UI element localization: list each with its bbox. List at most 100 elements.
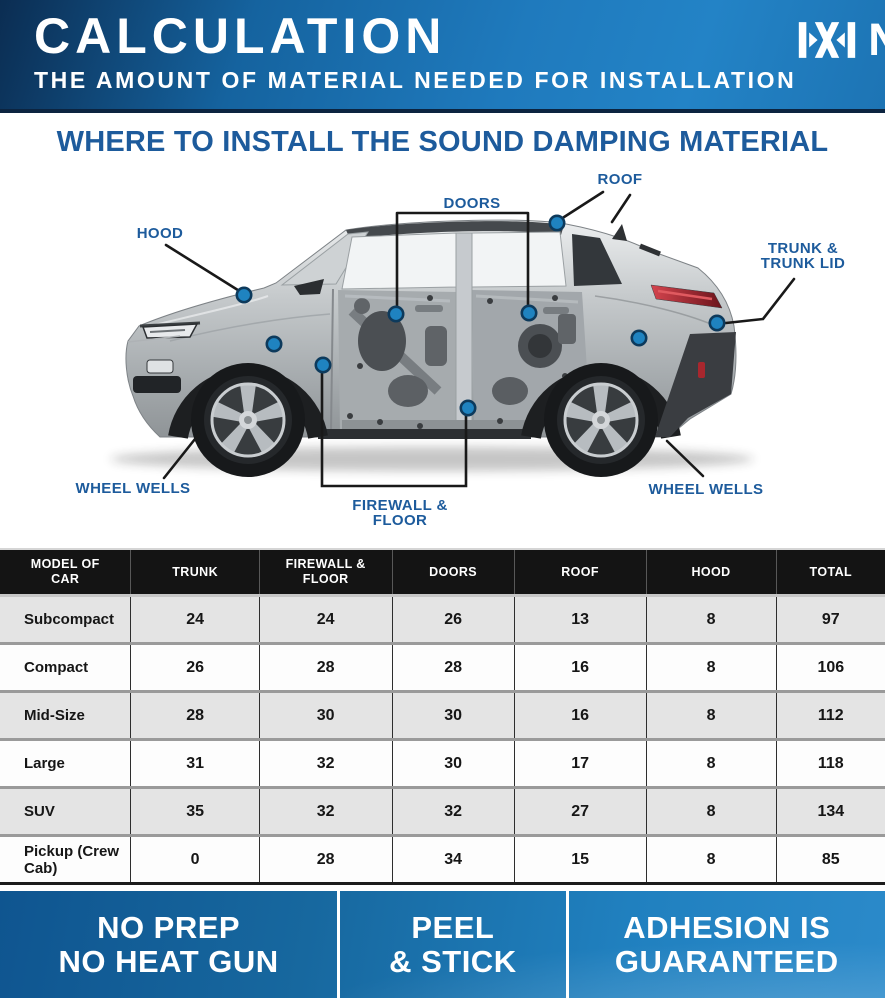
table-row: Subcompact 24 24 26 13 8 97 [0, 594, 885, 644]
marker-dots [235, 214, 726, 417]
cell-model: Subcompact [0, 594, 131, 644]
front-wheel [189, 361, 307, 479]
antenna-fin [612, 224, 627, 241]
cell-value: 8 [645, 594, 777, 644]
cell-value: 35 [130, 786, 260, 836]
cell-value: 8 [645, 738, 777, 788]
rocker-panel [318, 429, 531, 439]
spoiler-edge [639, 243, 661, 257]
col-header-model: MODEL OF CAR [0, 550, 131, 596]
marker-dot-rear-wheel-well [630, 329, 648, 347]
cell-value: 32 [258, 786, 393, 836]
cell-total: 112 [775, 690, 885, 740]
header-banner: CALCULATION THE AMOUNT OF MATERIAL NEEDE… [0, 0, 885, 113]
hood-highlight [149, 295, 269, 327]
cell-total: 97 [775, 594, 885, 644]
cell-value: 8 [645, 786, 777, 836]
col-header-firewall: FIREWALL & FLOOR [258, 550, 393, 596]
cell-value: 8 [645, 834, 777, 884]
wheel-wells-left-callout-line [162, 432, 201, 480]
cell-value: 13 [513, 594, 647, 644]
table-row: Large 31 32 30 17 8 118 [0, 738, 885, 788]
car-diagram: ROOF DOORS HOOD TRUNK & TRUNK LID WHEEL … [0, 163, 885, 548]
marker-dot-front-door [387, 305, 405, 323]
table-row: SUV 35 32 32 27 8 134 [0, 786, 885, 836]
cell-value: 30 [391, 690, 515, 740]
label-firewall-floor: FIREWALL & FLOOR [320, 498, 480, 528]
cell-value: 26 [130, 642, 260, 692]
cell-value: 24 [130, 594, 260, 644]
cell-value: 32 [391, 786, 515, 836]
marker-dot-front-fender [265, 335, 283, 353]
front-end-details [127, 321, 201, 393]
cell-model: Large [0, 738, 131, 788]
callout-lines [162, 190, 796, 488]
label-trunk: TRUNK & TRUNK LID [733, 241, 873, 271]
table-row: Mid-Size 28 30 30 16 8 112 [0, 690, 885, 740]
rear-wheel [542, 361, 660, 479]
col-header-total: TOTAL [775, 550, 885, 596]
cell-model: SUV [0, 786, 131, 836]
cell-value: 27 [513, 786, 647, 836]
badge-line: NO PREP [97, 909, 241, 945]
badge-line: GUARANTEED [614, 943, 839, 979]
label-trunk-line2: TRUNK LID [760, 255, 846, 272]
label-firewall-line2: FLOOR [372, 512, 428, 529]
badge-line: ADHESION IS [623, 909, 831, 945]
cell-model: Mid-Size [0, 690, 131, 740]
material-table-section: MODEL OF CAR TRUNK FIREWALL & FLOOR DOOR… [0, 548, 885, 886]
cell-value: 34 [391, 834, 515, 884]
trunk-callout-line [724, 277, 796, 325]
page-title: CALCULATION [34, 8, 447, 64]
cell-total: 118 [775, 738, 885, 788]
cell-value: 17 [513, 738, 647, 788]
front-door-handle [415, 305, 443, 312]
badge-line: PEEL [411, 909, 495, 945]
col-header-trunk: TRUNK [130, 550, 260, 596]
cell-total: 85 [775, 834, 885, 884]
firewall-floor-callout-bracket [320, 370, 468, 488]
page-subtitle: THE AMOUNT OF MATERIAL NEEDED FOR INSTAL… [34, 67, 797, 93]
footer-badges: NO PREP NO HEAT GUN PEEL & STICK ADHESIO… [0, 891, 885, 998]
cell-value: 28 [258, 642, 393, 692]
cell-value: 28 [258, 834, 393, 884]
rear-end-details [650, 284, 736, 437]
cell-model: Pickup (Crew Cab) [0, 834, 131, 884]
cell-total: 134 [775, 786, 885, 836]
wheel-wells-right-callout-line [665, 439, 705, 478]
door-structure-details [342, 294, 580, 430]
label-wheel-wells-left: WHEEL WELLS [75, 480, 191, 497]
brand-name: NVX [868, 17, 885, 62]
cell-model: Compact [0, 642, 131, 692]
cell-value: 0 [130, 834, 260, 884]
fender-cut-edge [330, 288, 334, 433]
badge-line: & STICK [389, 943, 517, 979]
badge-no-prep: NO PREP NO HEAT GUN [0, 891, 337, 998]
table-row: Compact 26 28 28 16 8 106 [0, 642, 885, 692]
section-title: WHERE TO INSTALL THE SOUND DAMPING MATER… [56, 126, 829, 158]
label-firewall-line1: FIREWALL & [352, 497, 448, 514]
cell-value: 15 [513, 834, 647, 884]
marker-dot-firewall [314, 356, 332, 374]
cell-value: 16 [513, 690, 647, 740]
marker-dot-trunk [708, 314, 726, 332]
label-wheel-wells-right: WHEEL WELLS [648, 481, 764, 498]
car-cutaway-illustration [110, 190, 796, 488]
label-roof: ROOF [597, 171, 643, 188]
col-header-doors: DOORS [391, 550, 515, 596]
label-trunk-line1: TRUNK & [767, 240, 839, 257]
hood-callout-line [164, 243, 243, 294]
col-header-hood: HOOD [645, 550, 777, 596]
badge-line: NO HEAT GUN [58, 943, 279, 979]
quarter-glass [572, 234, 622, 286]
marker-dot-floor [459, 399, 477, 417]
cell-value: 8 [645, 642, 777, 692]
table-header-row: MODEL OF CAR TRUNK FIREWALL & FLOOR DOOR… [0, 550, 885, 596]
badge-peel-stick: PEEL & STICK [337, 891, 565, 998]
cell-value: 16 [513, 642, 647, 692]
marker-dot-rear-door [520, 304, 538, 322]
cell-value: 30 [258, 690, 393, 740]
doors-callout-bracket [395, 211, 530, 309]
cell-total: 106 [775, 642, 885, 692]
